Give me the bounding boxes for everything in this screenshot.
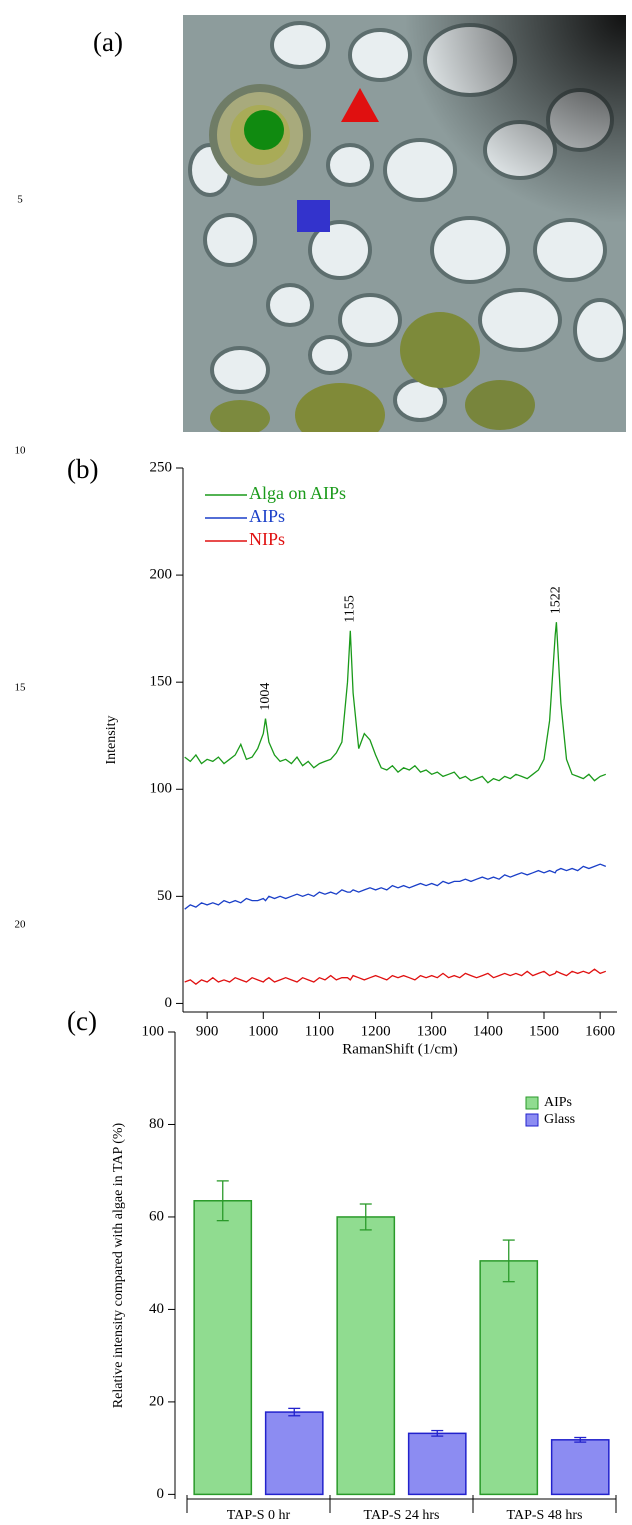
y-tick-label: 0 [157, 1486, 165, 1502]
legend-label: AIPs [249, 506, 285, 526]
line-number: 20 [15, 919, 27, 931]
x-tick-label: TAP-S 0 hr [227, 1508, 291, 1520]
legend-label: AIPs [544, 1095, 572, 1110]
x-tick-label: 1500 [529, 1023, 559, 1039]
y-tick-label: 50 [157, 888, 172, 904]
line-number: 5 [17, 194, 23, 206]
panel-label: (b) [67, 454, 98, 484]
legend-label: Glass [544, 1112, 575, 1127]
marker-triangle [341, 88, 379, 122]
legend-swatch [525, 1096, 539, 1110]
error-bar [502, 1239, 515, 1283]
x-tick-label: 1300 [417, 1023, 447, 1039]
y-axis-title: Relative intensity compared with algae i… [111, 1122, 126, 1408]
y-tick-label: 20 [149, 1393, 164, 1409]
x-tick-label: 1200 [361, 1023, 391, 1039]
error-bar [431, 1429, 444, 1437]
x-tick-label: 1400 [473, 1023, 503, 1039]
y-tick-label: 200 [150, 567, 173, 583]
x-axis-title: RamanShift (1/cm) [342, 1041, 457, 1057]
series-line [184, 968, 607, 986]
series-line [184, 863, 607, 910]
bar [407, 1432, 467, 1496]
bar [550, 1439, 610, 1496]
x-tick-label: TAP-S 24 hrs [364, 1508, 440, 1520]
legend-label: NIPs [249, 529, 285, 549]
y-tick-label: 60 [149, 1208, 164, 1224]
peak-label: 1155 [343, 595, 358, 622]
x-tick-label: 1600 [585, 1023, 615, 1039]
error-bar [574, 1436, 587, 1443]
marker-square [297, 200, 330, 232]
x-tick-label: TAP-S 48 hrs [507, 1508, 583, 1520]
y-tick-label: 150 [150, 674, 173, 690]
y-tick-label: 0 [165, 995, 173, 1011]
micrograph [183, 15, 626, 432]
x-tick-label: 900 [196, 1023, 219, 1039]
bar [193, 1200, 253, 1496]
y-tick-label: 100 [150, 781, 173, 797]
x-tick-label: 1000 [248, 1023, 278, 1039]
series-line [184, 622, 607, 784]
panel-label: (c) [67, 1006, 97, 1036]
legend-swatch [525, 1113, 539, 1127]
line-number: 10 [15, 445, 27, 457]
error-bar [359, 1203, 372, 1231]
y-axis-title: Intensity [104, 716, 119, 765]
y-tick-label: 250 [150, 459, 173, 475]
peak-label: 1522 [549, 586, 564, 614]
peak-label: 1004 [258, 683, 273, 711]
x-tick-label: 1100 [305, 1023, 334, 1039]
bar [264, 1411, 324, 1496]
line-number: 15 [15, 682, 27, 694]
bar [336, 1216, 396, 1496]
y-tick-label: 100 [142, 1023, 165, 1039]
y-tick-label: 40 [149, 1301, 164, 1317]
error-bar [216, 1180, 229, 1222]
marker-circle [244, 110, 284, 150]
legend-label: Alga on AIPs [249, 483, 346, 503]
panel-label: (a) [93, 27, 123, 57]
bar [479, 1260, 539, 1496]
error-bar [288, 1407, 301, 1417]
y-tick-label: 80 [149, 1116, 164, 1132]
